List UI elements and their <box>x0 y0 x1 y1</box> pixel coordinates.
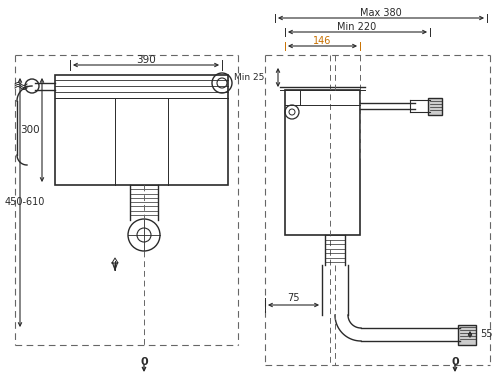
Bar <box>55 75 228 185</box>
Text: Min 220: Min 220 <box>338 22 376 32</box>
Text: 390: 390 <box>136 55 156 65</box>
Text: 450-610: 450-610 <box>5 197 46 207</box>
Text: 75: 75 <box>287 293 299 303</box>
Text: 0: 0 <box>140 357 148 367</box>
Text: 0: 0 <box>451 357 459 367</box>
Text: ⚙: ⚙ <box>110 263 120 277</box>
Text: Min 25: Min 25 <box>234 73 264 81</box>
Text: Max 380: Max 380 <box>360 8 402 18</box>
Bar <box>285 90 360 235</box>
Bar <box>428 98 442 115</box>
Bar <box>458 325 476 345</box>
Text: 300: 300 <box>20 125 40 135</box>
Text: 55: 55 <box>480 329 492 339</box>
Text: 146: 146 <box>313 36 331 46</box>
